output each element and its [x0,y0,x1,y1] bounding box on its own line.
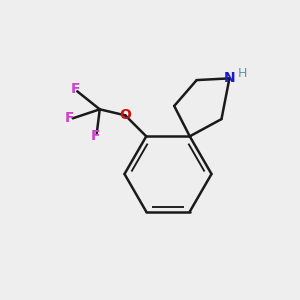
Text: H: H [237,68,247,80]
Text: F: F [64,111,74,125]
Text: F: F [71,82,80,96]
Text: N: N [224,71,235,85]
Text: O: O [119,108,131,122]
Text: F: F [91,129,100,143]
